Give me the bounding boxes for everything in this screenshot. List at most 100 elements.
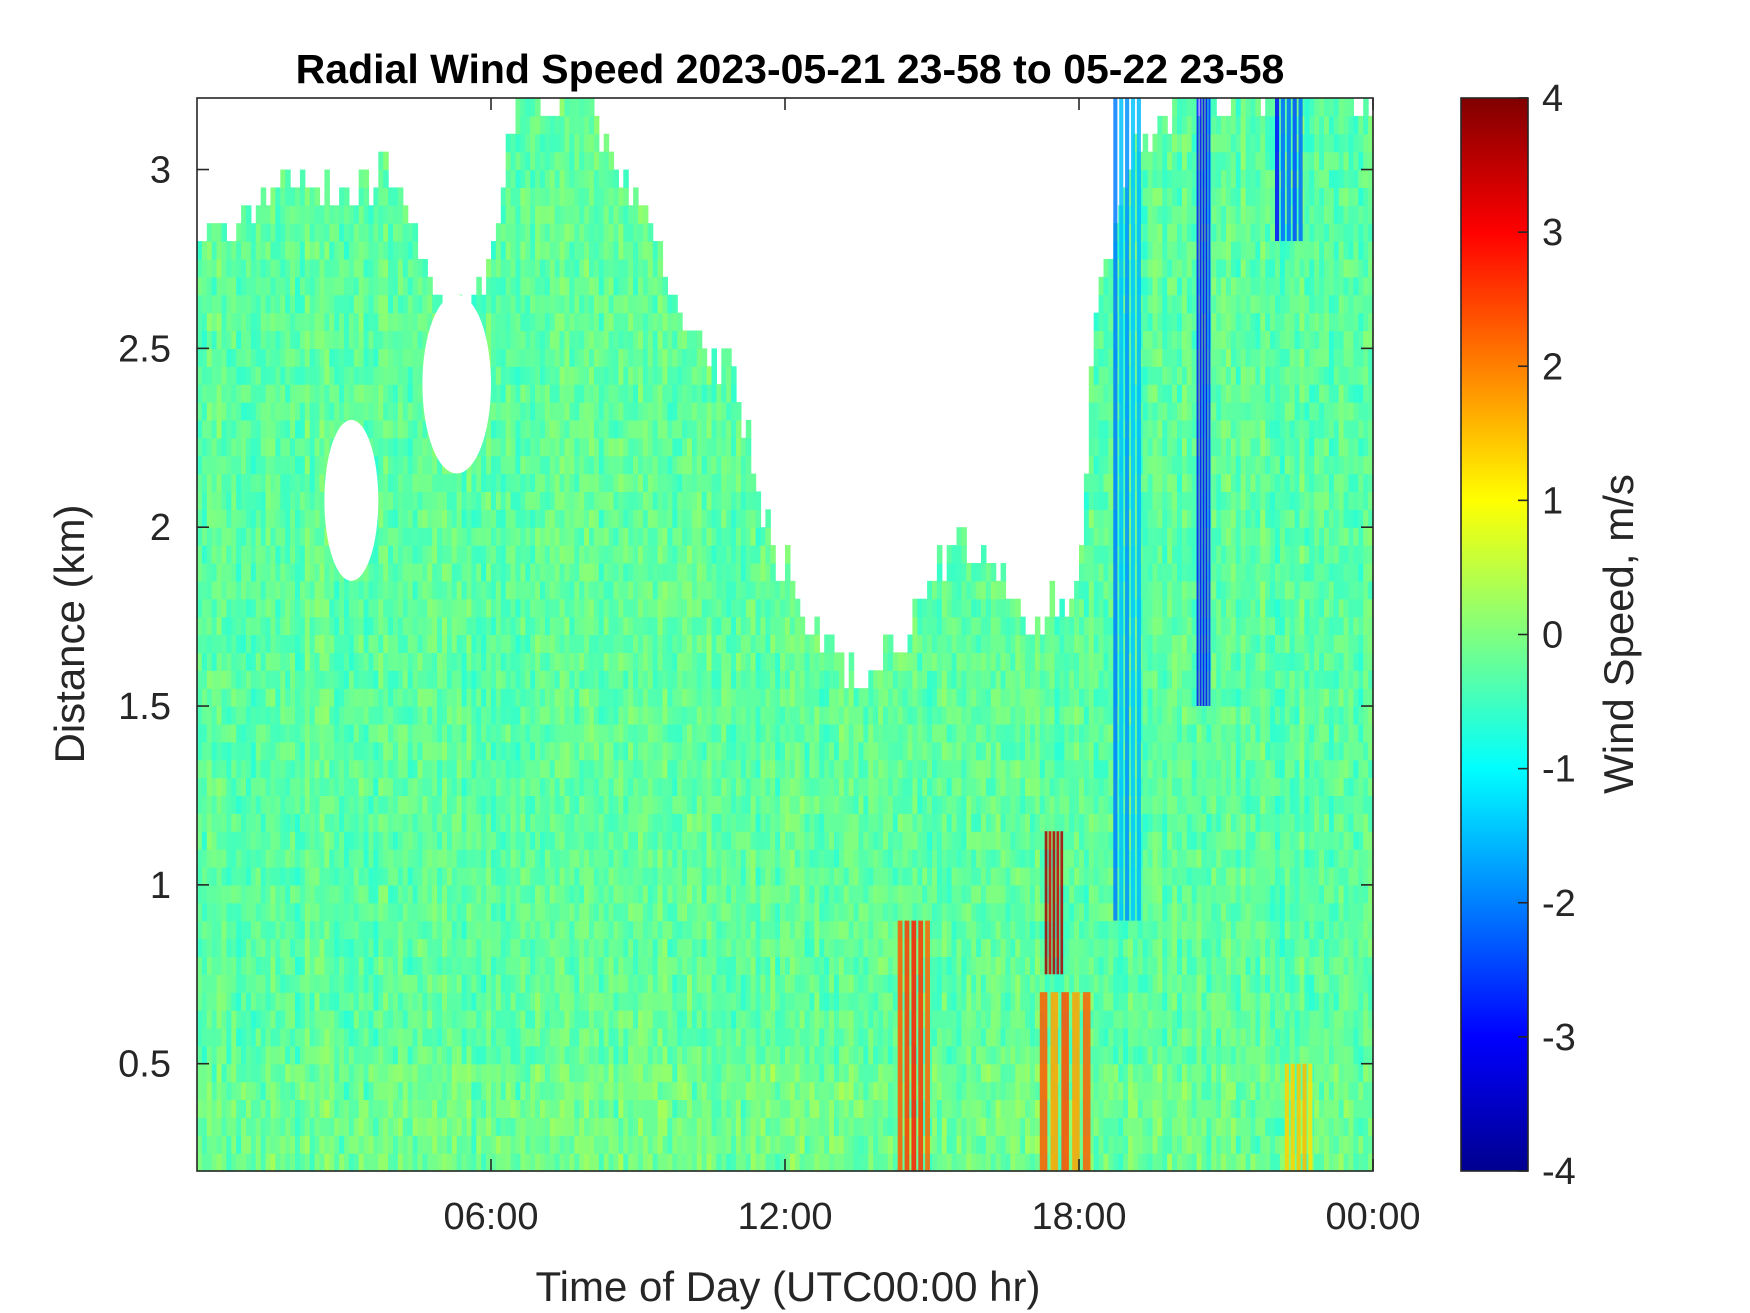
heatmap-cell [466,902,472,922]
heatmap-cell [407,938,414,957]
heatmap-cell [329,330,335,349]
heatmap-cell [569,527,575,546]
heatmap-cell [221,813,227,832]
heatmap-cell [201,813,208,832]
heatmap-cell [495,956,502,975]
heatmap-cell [378,992,384,1011]
heatmap-cell [231,1135,237,1154]
heatmap-cell [535,1135,541,1154]
heatmap-cell [633,348,639,367]
heatmap-cell [613,1117,619,1136]
heatmap-cell [246,419,252,439]
heatmap-cell [461,1081,468,1101]
heatmap-cell [495,527,502,546]
heatmap-cell [334,688,340,707]
heatmap-cell [520,598,526,618]
heatmap-cell [491,402,497,421]
heatmap-cell [584,706,590,725]
heatmap-cell [309,1045,316,1065]
heatmap-cell [540,670,546,689]
heatmap-cell [471,956,477,975]
heatmap-cell [564,241,570,260]
heatmap-cell [589,1063,595,1083]
heatmap-cell [407,312,414,332]
heatmap-cell [598,831,605,850]
heatmap-cell [579,956,585,975]
heatmap-cell [412,795,419,814]
heatmap-cell [260,974,267,993]
heatmap-cell [491,419,497,439]
heatmap-cell [589,1135,595,1154]
heatmap-cell [363,258,370,278]
heatmap-cell [290,706,296,725]
heatmap-cell [525,294,531,314]
heatmap-cell [598,384,605,403]
heatmap-cell [265,1010,272,1029]
heatmap-cell [535,884,541,904]
heatmap-cell [574,938,580,957]
heatmap-cell [456,491,463,510]
heatmap-cell [510,545,517,564]
heatmap-cell [231,473,237,493]
heatmap-cell [491,741,497,761]
heatmap-cell [628,366,634,385]
heatmap-cell [432,974,438,993]
heatmap-cell [628,884,634,904]
heatmap-cell [466,1010,472,1029]
heatmap-cell [255,938,262,957]
heatmap-cell [476,992,482,1011]
heatmap-cell [476,598,482,618]
heatmap-cell [500,1010,507,1029]
heatmap-cell [275,562,281,582]
heatmap-cell [569,384,575,403]
heatmap-cell [314,455,321,475]
heatmap-cell [383,670,389,689]
heatmap-cell [314,831,321,850]
heatmap-cell [250,795,257,814]
heatmap-cell [461,634,468,653]
heatmap-cell [265,1063,272,1083]
heatmap-cell [250,902,257,922]
heatmap-cell [554,1099,561,1118]
heatmap-cell [295,1063,301,1083]
heatmap-cell [584,330,590,349]
heatmap-cell [540,688,546,707]
heatmap-cell [471,527,477,546]
heatmap-cell [510,884,517,904]
heatmap-cell [481,1063,487,1083]
heatmap-cell [388,366,394,385]
heatmap-cell [334,652,340,671]
heatmap-cell [201,741,208,761]
heatmap-cell [628,652,634,671]
heatmap-cell [456,545,463,564]
heatmap-cell [402,527,409,546]
heatmap-cell [373,723,379,743]
heatmap-cell [540,187,546,206]
heatmap-cell [250,706,257,725]
heatmap-cell [574,366,580,385]
heatmap-cell [280,562,286,582]
heatmap-cell [388,616,394,636]
heatmap-cell [295,1153,301,1172]
heatmap-cell [579,1153,585,1172]
heatmap-cell [402,562,409,582]
heatmap-cell [554,527,561,546]
heatmap-cell [285,706,291,725]
heatmap-cell [633,938,639,957]
heatmap-cell [530,938,536,957]
heatmap-cell [299,795,306,814]
heatmap-cell [437,1153,443,1172]
heatmap-cell [574,473,580,493]
heatmap-cell [255,312,262,332]
heatmap-cell [628,1081,634,1101]
heatmap-cell [348,1010,355,1029]
heatmap-cell [265,992,272,1011]
heatmap-cell [540,920,546,940]
heatmap-cell [618,223,624,242]
heatmap-cell [549,634,556,653]
heatmap-cell [363,205,370,224]
heatmap-cell [417,258,423,278]
heatmap-cell [260,419,267,439]
heatmap-cell [221,491,227,510]
heatmap-cell [623,223,629,242]
